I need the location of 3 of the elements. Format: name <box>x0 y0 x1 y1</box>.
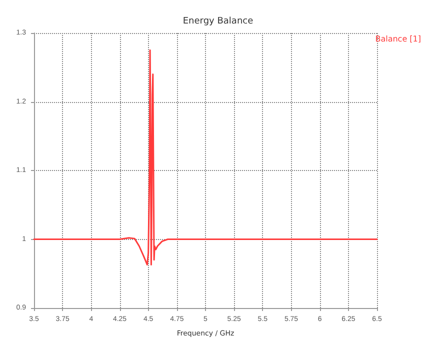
text: Balance [1] <box>375 34 421 44</box>
line-series <box>33 49 378 266</box>
chart-title: Energy Balance <box>182 16 254 26</box>
